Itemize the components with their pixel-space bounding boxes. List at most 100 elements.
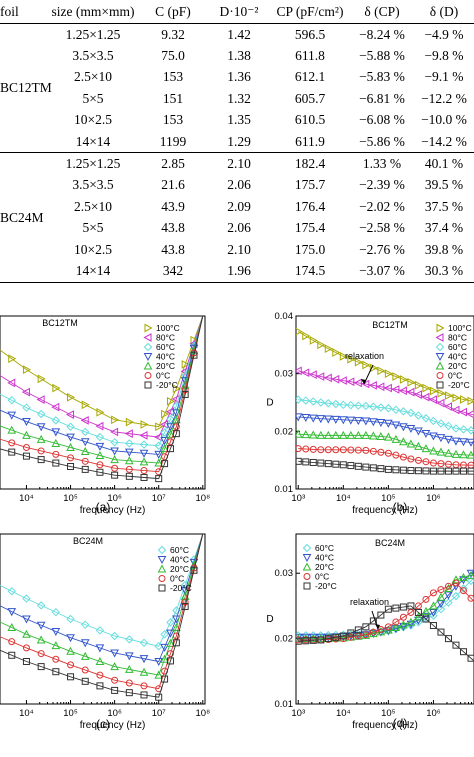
data-point bbox=[67, 392, 76, 402]
table-cell: 40.1 % bbox=[424, 156, 464, 172]
data-point bbox=[296, 445, 302, 453]
data-point bbox=[125, 439, 134, 448]
series-line bbox=[298, 460, 474, 472]
data-point bbox=[155, 693, 163, 701]
legend-marker bbox=[435, 342, 445, 352]
legend-marker bbox=[157, 564, 167, 573]
x-axis-label: frequency (Hz) bbox=[80, 505, 146, 516]
data-point bbox=[362, 631, 370, 639]
data-point bbox=[296, 457, 302, 465]
data-point bbox=[422, 615, 430, 623]
data-point bbox=[36, 434, 46, 443]
data-point bbox=[302, 331, 311, 341]
data-point bbox=[376, 418, 386, 428]
legend-marker bbox=[143, 361, 153, 370]
x-tick-label: 10³ bbox=[291, 708, 305, 719]
table-cell: −6.08 % bbox=[359, 112, 405, 128]
figure-caption: (b) bbox=[393, 500, 408, 514]
data-point bbox=[407, 455, 415, 463]
data-point bbox=[466, 426, 474, 435]
data-point bbox=[301, 430, 311, 439]
table-cell: 37.4 % bbox=[424, 220, 464, 236]
data-point bbox=[154, 450, 164, 459]
data-point bbox=[160, 444, 169, 453]
data-point bbox=[22, 629, 31, 638]
data-point bbox=[444, 435, 453, 444]
data-point bbox=[296, 327, 303, 336]
table-cell: 2.5×10 bbox=[74, 69, 112, 85]
table-cell: 1.42 bbox=[227, 26, 251, 42]
table-row: 10×2.5 43.8 2.10 175.0 −2.76 % 39.8 % bbox=[0, 239, 474, 260]
data-point bbox=[383, 383, 392, 393]
table-cell: 175.4 bbox=[294, 220, 326, 236]
table-header-row: foil size (mm×mm) C (pF) D·10⁻² CP (pF/cm²) δ… bbox=[0, 0, 474, 24]
data-point bbox=[316, 430, 326, 439]
data-point bbox=[466, 569, 474, 578]
series-line bbox=[0, 316, 204, 455]
data-point bbox=[324, 344, 333, 354]
data-point bbox=[384, 432, 393, 441]
series-line bbox=[0, 316, 204, 480]
table-cell: 1.25×1.25 bbox=[65, 156, 121, 172]
series-line bbox=[0, 534, 204, 647]
table-cell: 1.38 bbox=[227, 48, 251, 64]
data-point bbox=[429, 459, 437, 467]
data-point bbox=[139, 431, 148, 440]
data-point bbox=[422, 595, 430, 603]
series-line bbox=[0, 316, 204, 438]
data-point bbox=[316, 415, 326, 424]
x-tick-label: 10⁸ bbox=[196, 493, 211, 504]
data-point bbox=[452, 393, 461, 403]
table-row: 5×5 43.8 2.06 175.4 −2.58 % 37.4 % bbox=[0, 218, 474, 239]
x-tick-label: 10⁴ bbox=[19, 493, 34, 504]
data-point bbox=[172, 384, 181, 393]
series-line bbox=[0, 316, 204, 464]
data-point bbox=[166, 618, 175, 627]
chart-title: BC12TM bbox=[372, 320, 408, 330]
data-point bbox=[160, 428, 169, 437]
data-point bbox=[125, 689, 133, 697]
data-point bbox=[399, 423, 408, 432]
x-tick-label: 10⁷ bbox=[152, 708, 167, 719]
legend-marker bbox=[144, 372, 152, 379]
data-point bbox=[8, 651, 16, 659]
data-point bbox=[354, 417, 363, 426]
data-point bbox=[7, 378, 16, 388]
column-header: size (mm×mm) bbox=[48, 0, 138, 24]
column-header: δ (CP) bbox=[350, 0, 414, 24]
data-point bbox=[155, 422, 164, 432]
table-row: 2.5×10 153 1.36 612.1 −5.83 % −9.1 % bbox=[0, 67, 474, 88]
data-point bbox=[172, 632, 180, 640]
data-point bbox=[8, 448, 16, 456]
table-cell: −2.58 % bbox=[359, 220, 405, 236]
data-point bbox=[429, 416, 438, 426]
table-cell: −5.88 % bbox=[359, 48, 405, 64]
data-point bbox=[331, 415, 341, 424]
data-point bbox=[301, 634, 311, 643]
data-point bbox=[399, 603, 407, 611]
data-point bbox=[161, 409, 170, 419]
data-point bbox=[436, 419, 446, 428]
series-line bbox=[0, 534, 204, 690]
series-line bbox=[298, 370, 474, 416]
data-point bbox=[166, 657, 174, 665]
data-point bbox=[140, 473, 148, 481]
data-point bbox=[161, 675, 169, 683]
data-point bbox=[51, 428, 61, 437]
data-point bbox=[338, 633, 348, 642]
data-point bbox=[22, 452, 30, 460]
data-point bbox=[353, 378, 362, 388]
data-point bbox=[422, 467, 430, 475]
data-point bbox=[324, 446, 332, 454]
chart-title: BC24M bbox=[375, 538, 405, 548]
data-point bbox=[7, 587, 16, 596]
data-point bbox=[81, 400, 90, 410]
data-point bbox=[384, 605, 392, 613]
data-point bbox=[7, 608, 17, 617]
data-point bbox=[399, 466, 407, 474]
table-cell: 3.5×3.5 bbox=[72, 48, 114, 64]
data-point bbox=[459, 425, 468, 434]
data-point bbox=[8, 439, 16, 447]
data-point bbox=[406, 617, 416, 626]
table-cell: −2.02 % bbox=[359, 198, 405, 214]
